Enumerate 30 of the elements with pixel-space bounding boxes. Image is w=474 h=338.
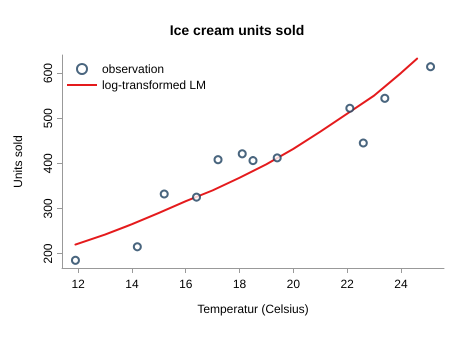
x-tick-label: 22 bbox=[340, 277, 354, 291]
point bbox=[70, 256, 80, 265]
x-tick-label: 16 bbox=[179, 277, 193, 291]
legend-label: log-transformed LM bbox=[102, 78, 206, 92]
y-tick-label: 200 bbox=[41, 243, 55, 264]
x-tick-label: 18 bbox=[232, 277, 247, 291]
x-tick-label: 14 bbox=[125, 277, 139, 291]
point bbox=[192, 192, 202, 202]
x-tick-label: 12 bbox=[71, 277, 86, 291]
y-axis-title: Units sold bbox=[11, 135, 25, 188]
line-series bbox=[74, 58, 418, 246]
point bbox=[160, 189, 169, 198]
y-tick-label: 500 bbox=[41, 108, 55, 128]
point bbox=[248, 156, 258, 166]
x-axis-title: Temperatur (Celsius) bbox=[197, 302, 309, 316]
point bbox=[132, 242, 142, 252]
point bbox=[214, 155, 223, 164]
chart-title: Ice cream units sold bbox=[170, 22, 304, 38]
point bbox=[272, 153, 282, 162]
point bbox=[345, 104, 354, 113]
y-tick-label: 300 bbox=[41, 198, 55, 218]
point bbox=[426, 62, 436, 72]
point bbox=[380, 94, 390, 103]
y-tick-label: 400 bbox=[41, 152, 55, 174]
point bbox=[358, 138, 368, 148]
x-tick-label: 20 bbox=[286, 277, 300, 291]
x-tick-label: 24 bbox=[394, 277, 408, 291]
legend-label: observation bbox=[102, 62, 164, 76]
point bbox=[238, 149, 247, 158]
y-tick-label: 600 bbox=[41, 62, 55, 84]
